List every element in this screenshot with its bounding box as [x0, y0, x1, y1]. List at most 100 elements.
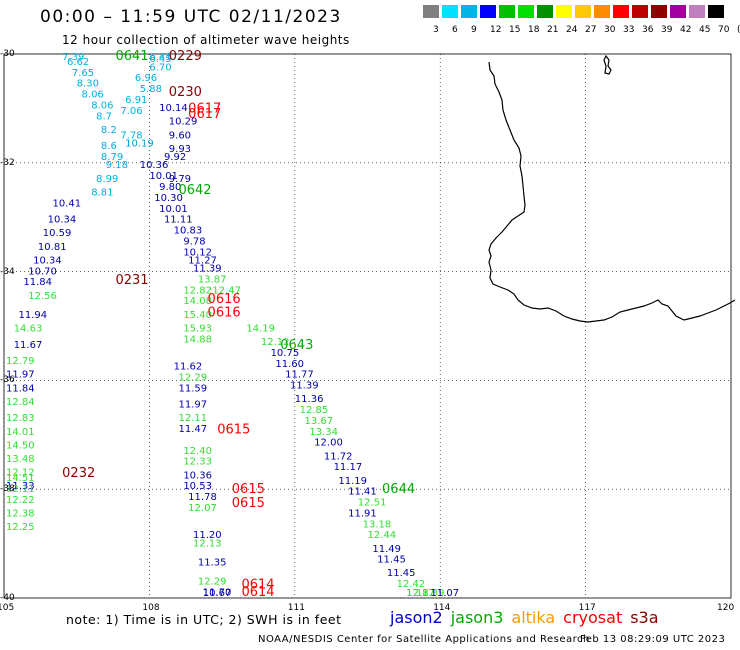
colorbar-swatch — [537, 5, 553, 18]
wave-height-value: 10.70 — [28, 266, 57, 277]
wave-height-value: 12.13 — [193, 538, 222, 549]
wave-height-value: 13.48 — [6, 454, 35, 465]
wave-height-value: 11.20 — [193, 530, 222, 541]
producer-credit: NOAA/NESDIS Center for Satellite Applica… — [258, 634, 590, 645]
wave-height-value: 9.78 — [183, 236, 205, 247]
wave-height-value: 11.27 — [188, 255, 217, 266]
colorbar-swatch — [423, 5, 439, 18]
wave-height-value: 12.82 — [183, 285, 212, 296]
colorbar-swatch — [461, 5, 477, 18]
pass-time-label: 0232 — [62, 466, 95, 481]
wave-height-value: 12.22 — [6, 495, 35, 506]
wave-height-value: 12.12 — [261, 337, 290, 348]
wave-height-value: 14.51 — [6, 473, 35, 484]
wave-height-value: 10.36 — [140, 160, 169, 171]
wave-height-value: 8.6 — [101, 141, 117, 152]
legend-cryosat: cryosat — [563, 608, 623, 627]
wave-height-value: 11.41 — [348, 487, 377, 498]
coastline-layer — [488, 54, 736, 323]
wave-height-value: 10.34 — [48, 215, 77, 226]
wave-height-value: 11.94 — [19, 310, 48, 321]
colorbar-swatch — [556, 5, 572, 18]
map-title: 00:00 – 11:59 UTC 02/11/2023 — [40, 7, 342, 27]
wave-height-value: 6.70 — [149, 62, 171, 73]
latitude-tick-label: -30 — [0, 49, 15, 59]
wave-height-value: 11.45 — [377, 555, 406, 566]
wave-height-value: 9.92 — [164, 152, 186, 163]
wave-height-value: 10.01 — [159, 204, 188, 215]
wave-height-value: 7.06 — [120, 106, 142, 117]
colorbar-label: 33 — [623, 25, 635, 35]
colorbar-label: 24 — [566, 25, 578, 35]
wave-height-value: 15.93 — [183, 323, 212, 334]
latitude-tick-label: -32 — [0, 157, 15, 168]
pass-time-label: 0642 — [178, 183, 211, 198]
wave-height-value: 12.84 — [6, 397, 35, 408]
wave-height-value: 11.45 — [387, 568, 416, 579]
wave-height-value: 12.00 — [314, 438, 343, 449]
colorbar-label: 3 — [433, 25, 439, 35]
wave-height-value: 10.19 — [125, 138, 154, 149]
wave-height-value: 14.01 — [6, 427, 35, 438]
colorbar-label: 12 — [490, 25, 502, 35]
colorbar-swatch — [670, 5, 686, 18]
wave-height-value: 9.79 — [169, 174, 191, 185]
legend-altika: altika — [511, 608, 556, 627]
wave-height-points: 7.396.627.658.308.068.068.78.28.68.799.1… — [6, 52, 459, 599]
coastline-shark-bay-islet — [603, 54, 612, 75]
wave-height-value: 8.7 — [96, 111, 112, 122]
pass-time-label: 0617 — [188, 101, 221, 116]
colorbar-swatch — [480, 5, 496, 18]
wave-height-value: 10.41 — [52, 198, 81, 209]
wave-height-value: 12.25 — [6, 522, 35, 533]
wave-height-value: 12.51 — [358, 498, 387, 509]
pass-time-label: 0229 — [169, 49, 202, 64]
wave-height-value: 11.39 — [290, 381, 319, 392]
colorbar-label: 42 — [680, 25, 692, 35]
legend-jason2: jason2 — [390, 608, 443, 627]
latitude-tick-label: -40 — [0, 593, 15, 603]
wave-height-value: 8.06 — [91, 100, 113, 111]
wave-height-value: 12.11 — [178, 413, 207, 424]
map-subtitle: 12 hour collection of altimeter wave hei… — [62, 33, 350, 47]
wave-height-value: 11.97 — [6, 370, 35, 381]
wave-height-value: 14.19 — [246, 323, 275, 334]
colorbar-label: 15 — [509, 25, 521, 35]
wave-height-value: 12.38 — [6, 508, 35, 519]
longitude-tick-label: 114 — [433, 603, 451, 613]
wave-height-value: 5.88 — [140, 84, 162, 95]
wave-height-value: 11.72 — [324, 451, 353, 462]
wave-height-value: 10.36 — [183, 470, 212, 481]
wave-height-value: 11.62 — [174, 362, 203, 373]
longitude-tick-label: 117 — [578, 603, 596, 613]
longitude-tick-label: 108 — [142, 603, 160, 613]
wave-height-value: 9.60 — [169, 130, 191, 141]
colorbar-swatch — [575, 5, 591, 18]
wave-height-value: 11.47 — [178, 424, 207, 435]
wave-height-value: 11.11 — [164, 215, 193, 226]
generation-timestamp: Feb 13 08:29:09 UTC 2023 — [580, 634, 726, 645]
pass-time-label: 0644 — [382, 482, 415, 497]
coastline-western-australia — [488, 61, 736, 323]
wave-height-value: 10.12 — [183, 247, 212, 258]
colorbar-swatch — [708, 5, 724, 18]
colorbar-label: 18 — [528, 25, 540, 35]
pass-time-label: 0614 — [241, 585, 274, 600]
wave-height-value: 10.34 — [33, 255, 62, 266]
wave-height-value: 11.84 — [6, 383, 35, 394]
pass-time-label: 0615 — [217, 422, 250, 437]
wave-height-value: 10.83 — [174, 226, 203, 237]
colorbar-label: 6 — [452, 25, 458, 35]
wave-height-value: 14.08 — [183, 296, 212, 307]
wave-height-value: 14.50 — [6, 440, 35, 451]
pass-time-label: 0643 — [280, 338, 313, 353]
colorbar-swatch — [594, 5, 610, 18]
wave-height-value: 8.30 — [77, 79, 99, 90]
colorbar-swatch — [613, 5, 629, 18]
colorbar-label: 21 — [547, 25, 559, 35]
wave-height-value: 11.39 — [193, 264, 222, 275]
pass-time-label: 0616 — [208, 292, 241, 307]
wave-height-value: 12.79 — [6, 356, 35, 367]
wave-height-value: 7.39 — [62, 52, 84, 63]
